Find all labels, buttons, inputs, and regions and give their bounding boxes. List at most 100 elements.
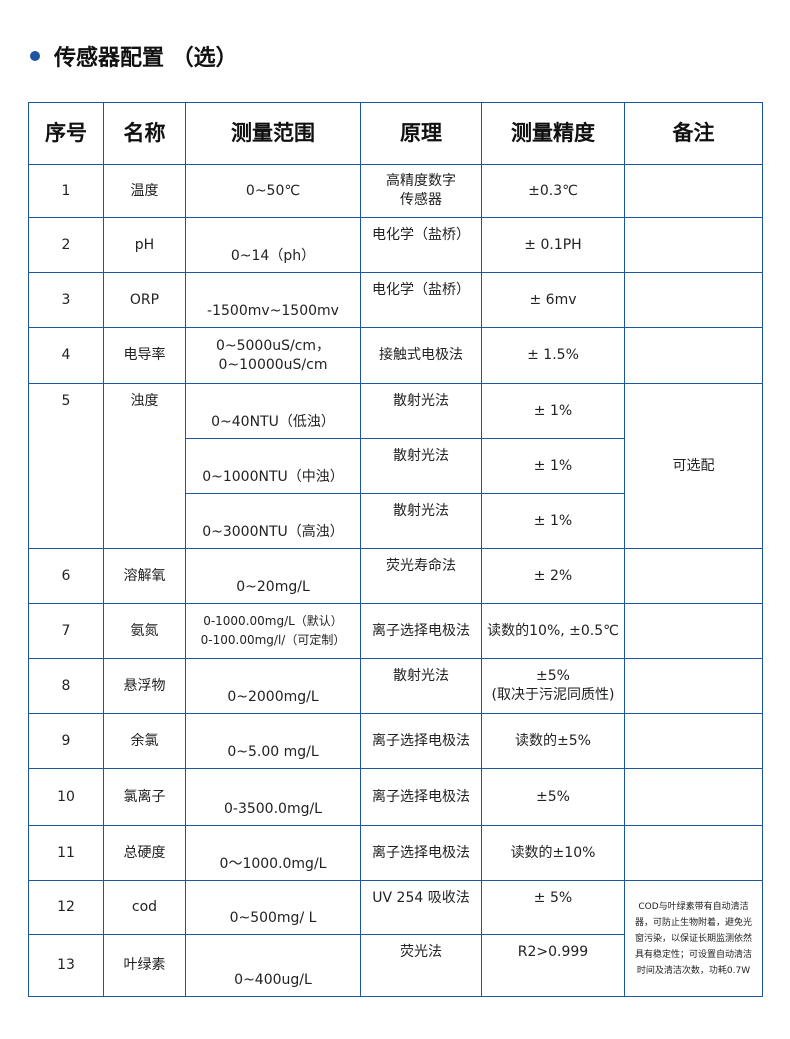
- cell: 散射光法: [360, 493, 482, 549]
- table-row: 1 温度 0~50℃ 高精度数字 传感器 ±0.3℃: [28, 164, 763, 218]
- cell: -1500mv~1500mv: [185, 272, 361, 328]
- empty-note: [624, 825, 763, 881]
- cell: 散射光法: [360, 383, 482, 439]
- cell: 总硬度: [103, 825, 186, 881]
- cell: 0~1000NTU（中浊）: [185, 438, 361, 494]
- cell: 氯离子: [103, 768, 186, 826]
- cell: UV 254 吸收法: [360, 880, 482, 935]
- empty-note: [624, 217, 763, 273]
- cell: 0~2000mg/L: [185, 658, 361, 714]
- table-row: 13 叶绿素 0~400ug/L 荧光法 R2>0.999: [28, 934, 763, 997]
- section-title: 传感器配置 （选）: [30, 40, 238, 72]
- cell: 离子选择电极法: [360, 825, 482, 881]
- cell: 氨氮: [103, 603, 186, 659]
- cell: 电化学（盐桥）: [360, 217, 482, 273]
- cell: 4: [28, 327, 104, 384]
- cell: 0~20mg/L: [185, 548, 361, 604]
- empty-note: [624, 658, 763, 714]
- cell: 高精度数字 传感器: [360, 164, 482, 218]
- cell: 离子选择电极法: [360, 768, 482, 826]
- table-row: 2 pH 0~14（ph） 电化学（盐桥） ± 0.1PH: [28, 217, 763, 273]
- header-cell: 测量范围: [185, 102, 361, 165]
- header-cell: 序号: [28, 102, 104, 165]
- header-cell: 名称: [103, 102, 186, 165]
- cell: ± 1%: [481, 383, 625, 439]
- cell: 浊度: [103, 383, 186, 549]
- header-cell: 原理: [360, 102, 482, 165]
- cell: 12: [28, 880, 104, 935]
- empty-note: [624, 713, 763, 769]
- cell: 0~14（ph）: [185, 217, 361, 273]
- empty-note: [624, 768, 763, 826]
- cell: 余氯: [103, 713, 186, 769]
- table-row: 9 余氯 0~5.00 mg/L 离子选择电极法 读数的±5%: [28, 713, 763, 769]
- empty-note: [624, 327, 763, 384]
- cell: 0~500mg/ L: [185, 880, 361, 935]
- cell: ± 1%: [481, 493, 625, 549]
- cell: 8: [28, 658, 104, 714]
- cell: ± 1%: [481, 438, 625, 494]
- cell: 6: [28, 548, 104, 604]
- cell: 0-1000.00mg/L（默认） 0-100.00mg/l/（可定制）: [185, 603, 361, 659]
- cod-note: COD与叶绿素带有自动清洁器，可防止生物附着，避免光窗污染，以保证长期监测依然具…: [624, 880, 763, 997]
- table-row: 4 电导率 0~5000uS/cm， 0~10000uS/cm 接触式电极法 ± 1.5…: [28, 327, 763, 384]
- cell: 溶解氧: [103, 548, 186, 604]
- cell: ±0.3℃: [481, 164, 625, 218]
- cell: 散射光法: [360, 438, 482, 494]
- title-text: 传感器配置 （选）: [54, 46, 238, 71]
- cell: ± 1.5%: [481, 327, 625, 384]
- cell: ± 0.1PH: [481, 217, 625, 273]
- cell: 电导率: [103, 327, 186, 384]
- empty-note: [624, 164, 763, 218]
- cell: 叶绿素: [103, 934, 186, 997]
- cell: 电化学（盐桥）: [360, 272, 482, 328]
- cell: 可选配: [624, 383, 763, 549]
- cell: 0-3500.0mg/L: [185, 768, 361, 826]
- cell: R2>0.999: [481, 934, 625, 997]
- empty-note: [624, 603, 763, 659]
- table-row: 11 总硬度 0～1000.0mg/L 离子选择电极法 读数的±10%: [28, 825, 763, 881]
- cell: pH: [103, 217, 186, 273]
- table-row: 5 浊度 0~40NTU（低浊） 散射光法 ± 1% 可选配: [28, 383, 763, 549]
- cell: 悬浮物: [103, 658, 186, 714]
- cell: ±5% (取决于污泥同质性): [481, 658, 625, 714]
- table-row: 0~3000NTU（高浊） 散射光法 ± 1%: [29, 493, 763, 549]
- empty-note: [624, 272, 763, 328]
- empty-note: [624, 548, 763, 604]
- cell: ± 2%: [481, 548, 625, 604]
- header-cell: 测量精度: [481, 102, 625, 165]
- sensor-table: 序号 名称 测量范围 原理 测量精度 备注 1 温度 0~50℃ 高精度数字 传感器 ±0.3℃ 2 p…: [28, 102, 763, 997]
- cell: 9: [28, 713, 104, 769]
- table-row: 3 ORP -1500mv~1500mv 电化学（盐桥） ± 6mv: [28, 272, 763, 328]
- table-row: 7 氨氮 0-1000.00mg/L（默认） 0-100.00mg/l/（可定制）离…: [28, 603, 763, 659]
- cell: 0~40NTU（低浊）: [185, 383, 361, 439]
- cell: 10: [28, 768, 104, 826]
- cell: 读数的±10%: [481, 825, 625, 881]
- table-row: 8 悬浮物 0~2000mg/L 散射光法 ±5% (取决于污泥同质性): [28, 658, 763, 714]
- cell: 5: [28, 383, 104, 549]
- header-row: 序号 名称 测量范围 原理 测量精度 备注: [28, 102, 763, 165]
- header-cell: 备注: [624, 102, 763, 165]
- bullet-icon: [30, 51, 40, 61]
- cell: 离子选择电极法: [360, 603, 482, 659]
- cell: 2: [28, 217, 104, 273]
- cell: 读数的10%, ±0.5℃: [481, 603, 625, 659]
- cell: 0~5.00 mg/L: [185, 713, 361, 769]
- cell: ORP: [103, 272, 186, 328]
- cell: 0~5000uS/cm， 0~10000uS/cm: [185, 327, 361, 384]
- cell: ±5%: [481, 768, 625, 826]
- cell: 11: [28, 825, 104, 881]
- cell: 7: [28, 603, 104, 659]
- cell: 13: [28, 934, 104, 997]
- cell: ± 6mv: [481, 272, 625, 328]
- table-row: 10 氯离子 0-3500.0mg/L 离子选择电极法 ±5%: [28, 768, 763, 826]
- cell: cod: [103, 880, 186, 935]
- cell: 散射光法: [360, 658, 482, 714]
- table-row: 12 cod 0~500mg/ L UV 254 吸收法 ± 5% COD与叶绿素带有自动…: [28, 880, 763, 997]
- table-row: 6 溶解氧 0~20mg/L 荧光寿命法 ± 2%: [28, 548, 763, 604]
- cell: 0~3000NTU（高浊）: [185, 493, 361, 549]
- cell: ± 5%: [481, 880, 625, 935]
- cell: 1: [28, 164, 104, 218]
- cell: 荧光寿命法: [360, 548, 482, 604]
- cell: 0~50℃: [185, 164, 361, 218]
